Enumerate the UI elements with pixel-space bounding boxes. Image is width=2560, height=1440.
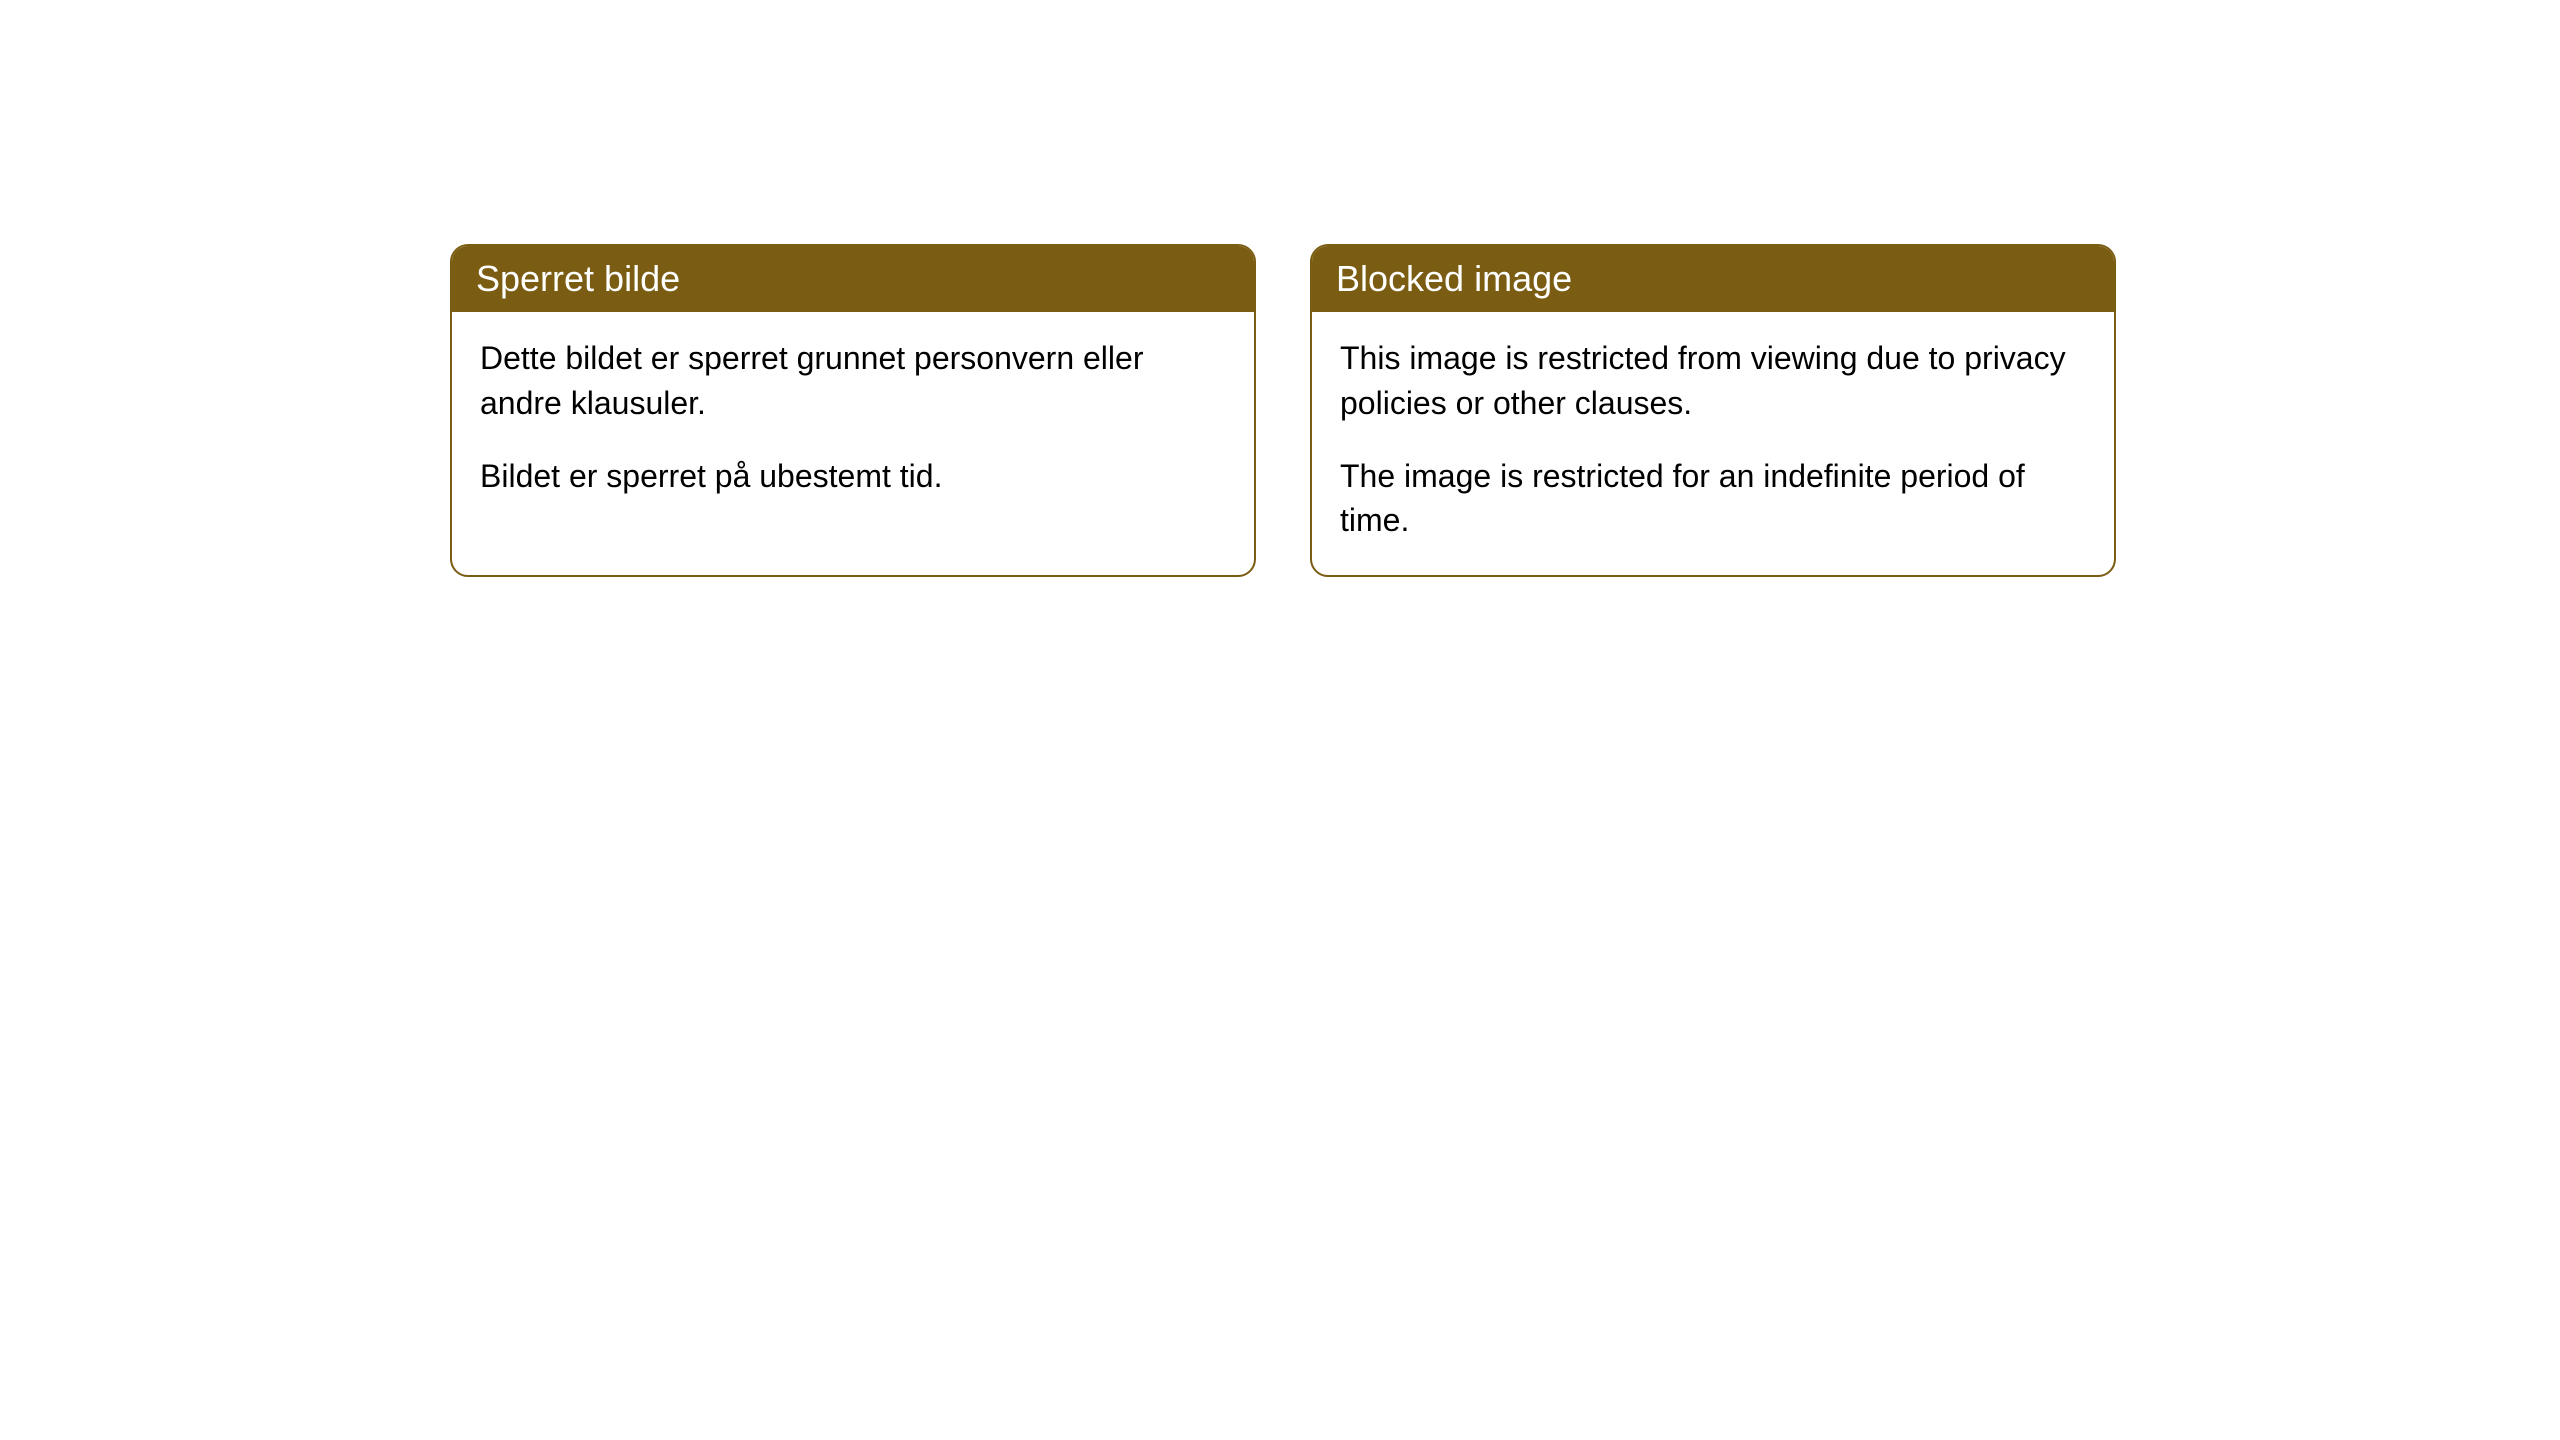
card-header: Sperret bilde [452,246,1254,312]
card-body: Dette bildet er sperret grunnet personve… [452,312,1254,530]
card-body: This image is restricted from viewing du… [1312,312,2114,575]
card-paragraph: The image is restricted for an indefinit… [1340,454,2086,544]
card-paragraph: Dette bildet er sperret grunnet personve… [480,336,1226,426]
card-title: Blocked image [1336,258,1572,299]
card-paragraph: Bildet er sperret på ubestemt tid. [480,454,1226,499]
cards-container: Sperret bilde Dette bildet er sperret gr… [0,0,2560,577]
blocked-image-card-english: Blocked image This image is restricted f… [1310,244,2116,577]
blocked-image-card-norwegian: Sperret bilde Dette bildet er sperret gr… [450,244,1256,577]
card-header: Blocked image [1312,246,2114,312]
card-paragraph: This image is restricted from viewing du… [1340,336,2086,426]
card-title: Sperret bilde [476,258,680,299]
